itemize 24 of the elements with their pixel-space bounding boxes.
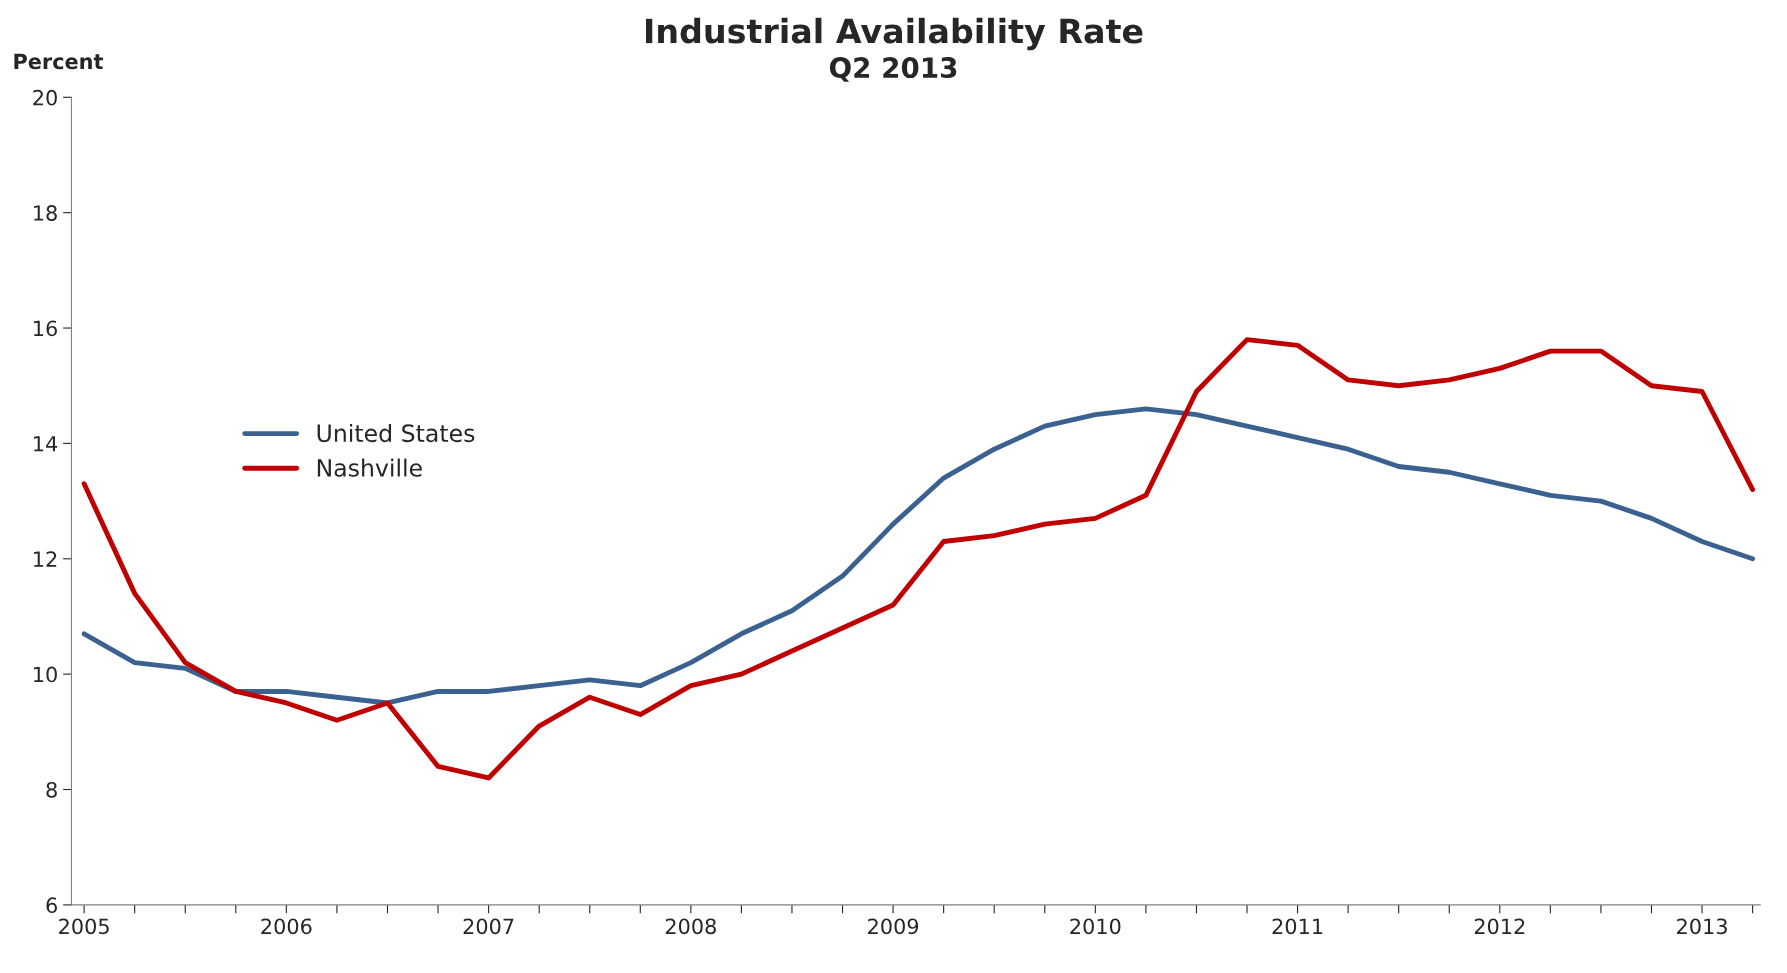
x-tick-label: 2006: [261, 918, 312, 935]
y-axis-title: Percent: [14, 53, 103, 70]
y-tick-label: 6: [46, 897, 57, 914]
x-tick-label: 2011: [1272, 918, 1323, 935]
y-tick-label: 20: [33, 89, 57, 106]
line-series: [81, 337, 1756, 781]
y-tick-label: 16: [34, 320, 57, 337]
y-tick-label: 10: [34, 666, 57, 683]
legend-label: Nashville: [317, 458, 422, 477]
chart-title: Industrial Availability Rate: [645, 17, 1143, 51]
x-tick-label: 2007: [463, 918, 514, 935]
chart-subtitle: Q2 2013: [829, 57, 957, 82]
x-tick-label: 2005: [59, 918, 109, 935]
x-tick-label: 2009: [868, 918, 919, 935]
legend-label: United States: [317, 423, 475, 443]
y-tick-label: 12: [34, 551, 57, 567]
x-tick-label: 2010: [1070, 918, 1121, 935]
x-tick-label: 2008: [665, 918, 716, 935]
x-tick-label: 2012: [1474, 918, 1525, 935]
x-tick-label: 2013: [1677, 918, 1727, 935]
y-tick-label: 8: [46, 781, 57, 798]
line-series: [81, 406, 1756, 706]
y-tick-label: 14: [34, 436, 58, 452]
y-tick-label: 18: [34, 205, 57, 221]
